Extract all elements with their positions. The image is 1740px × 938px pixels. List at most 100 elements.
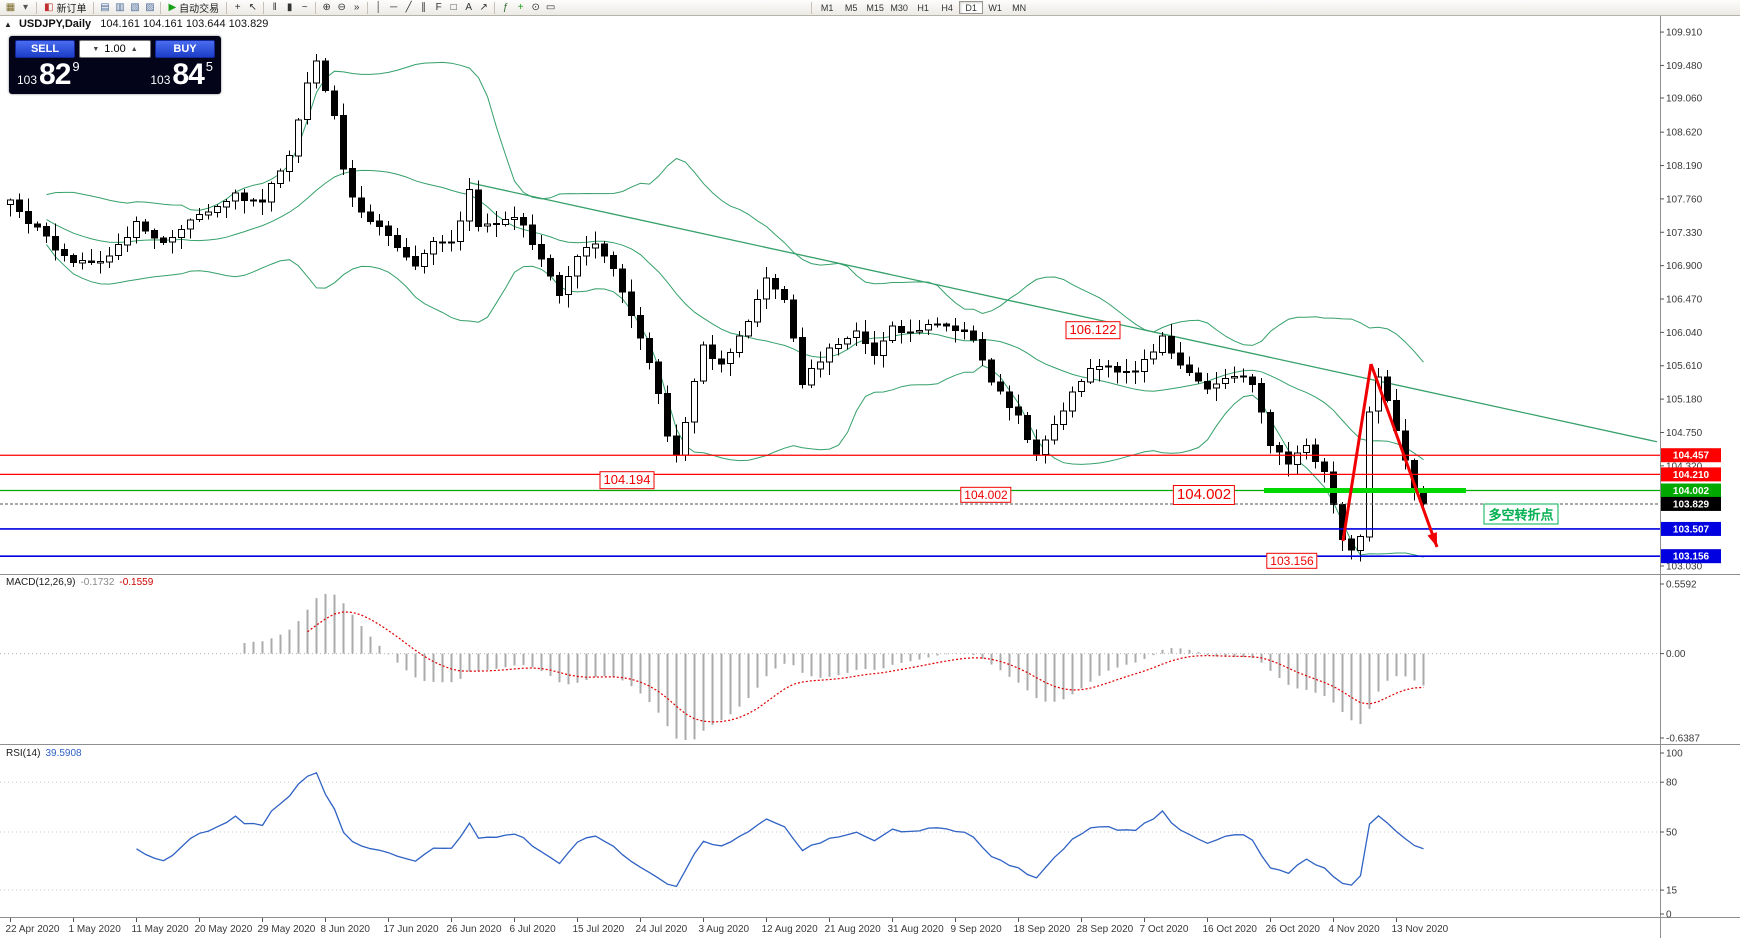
price-axis-tick: 108.190: [1666, 161, 1703, 172]
horizontal-line-icon[interactable]: ─: [390, 1, 398, 13]
terminal-icon[interactable]: ▨: [145, 1, 155, 13]
price-callout-label[interactable]: 104.002: [1172, 485, 1236, 505]
candle: [943, 323, 950, 327]
trade-panel-collapse-icon[interactable]: ▲: [4, 20, 12, 29]
candle: [718, 358, 725, 365]
toolbar-separator: [226, 1, 228, 14]
time-axis-label: 28 Sep 2020: [1077, 924, 1134, 935]
text-label-icon[interactable]: A: [465, 1, 472, 13]
rsi-panel: 100 80 50 15 0: [0, 749, 1683, 921]
candle: [142, 221, 149, 232]
equidistant-channel-icon[interactable]: ∥: [421, 1, 427, 13]
candle: [592, 243, 599, 249]
market-watch-icon[interactable]: ▤: [100, 1, 110, 13]
auto-trading-button[interactable]: ▶ 自动交易: [164, 1, 223, 15]
timeframe-button-m5[interactable]: M5: [844, 3, 858, 13]
toolbar-separator: [494, 1, 496, 14]
candle: [565, 275, 572, 296]
add-indicator-icon[interactable]: +: [517, 1, 524, 13]
arrow-object-icon[interactable]: ↗: [479, 1, 488, 13]
rsi-axis-tick: 100: [1666, 749, 1683, 760]
candle: [826, 347, 833, 363]
sell-price-prefix: 103: [17, 73, 38, 87]
time-axis-label: 1 May 2020: [69, 924, 122, 935]
timeframe-button-m1[interactable]: M1: [820, 3, 834, 13]
time-axis-label: 17 Jun 2020: [384, 924, 439, 935]
time-axis-label: 9 Sep 2020: [951, 924, 1003, 935]
data-window-icon[interactable]: ▥: [115, 1, 125, 13]
candle: [574, 255, 581, 277]
descending-trendline[interactable]: [468, 181, 1658, 443]
candle: [655, 361, 662, 395]
bar-chart-type-icon[interactable]: ‖: [272, 1, 277, 13]
scroll-to-end-icon[interactable]: »: [353, 1, 360, 13]
timeframe-button-w1[interactable]: W1: [988, 3, 1002, 13]
candle: [430, 241, 437, 255]
auto-trading-button-label: 自动交易: [179, 4, 220, 15]
sell-price-big: 82: [39, 58, 71, 91]
candlestick-chart-type-icon[interactable]: ▮: [286, 1, 293, 13]
price-callout-label[interactable]: 106.122: [1065, 321, 1121, 339]
candle: [1024, 415, 1031, 440]
timeframe-button-m30[interactable]: M30: [890, 3, 908, 13]
zoom-out-icon[interactable]: ⊖: [337, 1, 346, 13]
candle: [556, 274, 563, 296]
horizontal-line-objects: [0, 454, 1660, 557]
price-callout-label[interactable]: 104.194: [599, 471, 655, 489]
candle: [1348, 538, 1355, 551]
fibonacci-icon[interactable]: F: [435, 1, 442, 13]
new-chart-icon[interactable]: ▦: [5, 1, 16, 13]
time-axis-label: 26 Jun 2020: [447, 924, 502, 935]
timeframe-button-m15[interactable]: M15: [866, 3, 884, 13]
candle: [331, 90, 338, 116]
red-annotation-line[interactable]: [1341, 363, 1373, 542]
candle: [988, 359, 995, 383]
candle: [1015, 406, 1022, 416]
time-axis-label: 4 Nov 2020: [1329, 924, 1381, 935]
timeframe-button-mn[interactable]: MN: [1012, 3, 1027, 13]
buy-price-big: 84: [172, 58, 204, 91]
candle: [511, 217, 518, 221]
price-chart-canvas[interactable]: 109.910 109.480 109.060 108.620 108.190 107.7…: [0, 16, 1740, 938]
volume-input[interactable]: ▼ 1.00 ▲: [79, 40, 151, 58]
red-annotation-line[interactable]: [1369, 363, 1439, 548]
crosshair-icon[interactable]: +: [234, 1, 241, 13]
cursor-icon[interactable]: ↖: [248, 1, 257, 13]
time-axis-label: 3 Aug 2020: [699, 924, 750, 935]
bid-ask-prices: 103 82 9 103 84 5: [15, 59, 215, 91]
line-chart-type-icon[interactable]: ~: [301, 1, 308, 13]
time-axis-label: 21 Aug 2020: [825, 924, 882, 935]
indicators-icon[interactable]: ƒ: [502, 1, 509, 13]
candle: [403, 247, 410, 258]
timeframe-button-h4[interactable]: H4: [941, 3, 953, 13]
price-callout-label[interactable]: 104.002: [960, 486, 1012, 504]
volume-down-icon[interactable]: ▼: [92, 45, 100, 53]
turning-point-note[interactable]: 多空转折点: [1483, 503, 1559, 525]
candle: [952, 325, 959, 331]
timeframe-button-d1[interactable]: D1: [959, 1, 984, 14]
period-clock-icon[interactable]: ⊙: [531, 1, 540, 13]
candle: [1150, 351, 1157, 360]
volume-up-icon[interactable]: ▲: [130, 45, 138, 53]
candle: [691, 381, 698, 423]
candle: [916, 330, 923, 333]
price-axis-tick: 106.040: [1666, 328, 1703, 339]
price-callout-label[interactable]: 103.156: [1266, 552, 1318, 570]
zoom-in-icon[interactable]: ⊕: [322, 1, 331, 13]
bollinger-bands: [46, 61, 1424, 558]
timeframe-button-h1[interactable]: H1: [917, 3, 929, 13]
shapes-icon[interactable]: □: [450, 1, 457, 13]
candle: [322, 60, 329, 92]
trendline-icon[interactable]: ╱: [405, 1, 412, 13]
candle: [1123, 370, 1130, 373]
vertical-line-icon[interactable]: │: [375, 1, 382, 13]
sell-button[interactable]: SELL: [15, 40, 75, 58]
candle: [277, 170, 284, 185]
mailbox-icon[interactable]: ▭: [545, 1, 556, 13]
new-order-button[interactable]: ◧ 新订单: [40, 1, 90, 15]
navigator-icon[interactable]: ▧: [130, 1, 140, 13]
buy-button[interactable]: BUY: [155, 40, 215, 58]
price-axis-tick: 107.330: [1666, 228, 1703, 239]
profiles-dropdown-icon[interactable]: ▾: [22, 1, 29, 13]
candle: [133, 221, 140, 238]
